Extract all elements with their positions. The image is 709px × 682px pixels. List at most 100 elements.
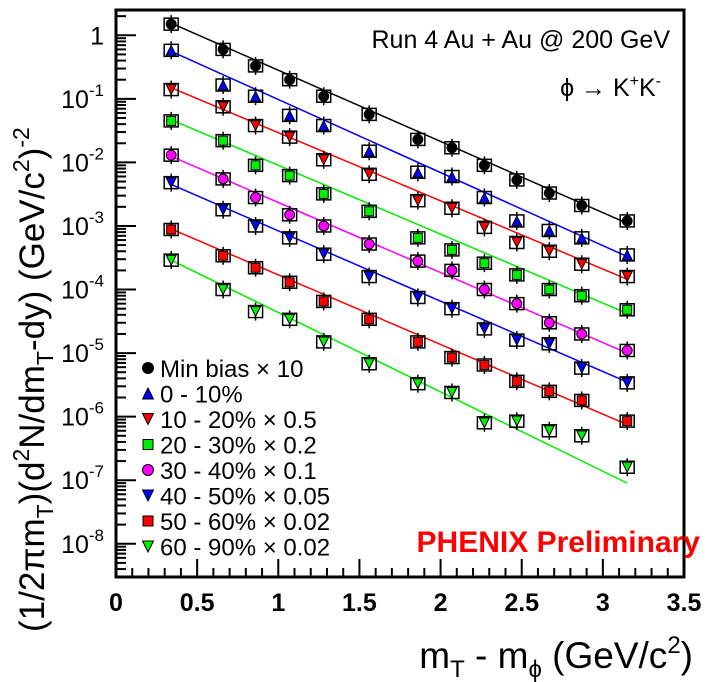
systematic-box	[410, 132, 426, 147]
data-point	[165, 44, 177, 56]
data-point	[511, 415, 523, 428]
data-point	[412, 336, 423, 347]
data-point	[412, 195, 424, 207]
systematic-box	[163, 148, 179, 162]
legend-label: 0 - 10%	[160, 382, 243, 409]
data-point	[621, 248, 633, 261]
systematic-box	[410, 335, 426, 349]
legend-label: 50 - 60% × 0.02	[160, 509, 330, 536]
legend-marker	[142, 515, 154, 527]
data-point	[364, 314, 375, 325]
data-point	[576, 430, 588, 442]
data-point	[249, 120, 262, 132]
x-tick-label: 0.5	[180, 589, 215, 617]
systematic-box	[444, 263, 460, 278]
data-point	[318, 220, 330, 232]
systematic-box	[215, 133, 231, 148]
data-point	[250, 192, 262, 203]
data-point	[412, 255, 424, 267]
data-point	[165, 84, 177, 96]
data-point	[364, 206, 375, 217]
systematic-box	[281, 275, 298, 290]
systematic-box	[215, 42, 231, 57]
systematic-box	[361, 107, 377, 122]
y-tick-label: 10-1	[61, 81, 104, 114]
legend-label: Min bias × 10	[160, 356, 303, 383]
y-tick-label: 10-7	[61, 462, 104, 495]
systematic-box	[574, 288, 590, 303]
data-point	[283, 232, 296, 244]
legend-marker	[141, 413, 155, 426]
x-tick-label: 3	[596, 589, 610, 617]
x-tick-label: 1	[271, 589, 285, 617]
data-point	[412, 133, 424, 145]
data-point	[317, 119, 330, 132]
data-point	[363, 238, 375, 250]
data-point	[544, 284, 555, 295]
legend-label: 10 - 20% × 0.5	[160, 407, 317, 434]
data-point	[446, 387, 458, 399]
data-point	[283, 109, 296, 121]
data-point	[446, 142, 458, 154]
data-point	[511, 269, 522, 280]
data-point	[478, 323, 491, 335]
systematic-box	[281, 168, 298, 183]
data-point	[250, 60, 262, 72]
data-point	[446, 202, 458, 215]
data-point	[217, 284, 229, 296]
legend-marker	[142, 362, 154, 374]
systematic-box	[315, 89, 332, 103]
systematic-box	[509, 374, 525, 389]
data-point	[165, 254, 177, 267]
systematic-box	[315, 294, 332, 309]
fit-line	[170, 50, 628, 258]
systematic-box	[163, 17, 179, 31]
data-point	[511, 334, 523, 347]
data-point	[478, 284, 490, 295]
data-point	[479, 258, 490, 269]
data-point	[318, 188, 329, 199]
data-point	[479, 359, 490, 370]
legend-marker	[141, 386, 155, 400]
data-point	[217, 173, 229, 185]
data-point	[621, 215, 633, 227]
data-point	[576, 328, 588, 340]
data-point	[283, 131, 296, 144]
y-tick-label: 10-8	[61, 526, 104, 559]
systematic-box	[410, 231, 426, 245]
data-point	[166, 115, 177, 126]
y-tick-label: 10-5	[61, 335, 104, 368]
data-point	[412, 232, 423, 243]
systematic-box	[476, 256, 493, 270]
data-point	[446, 170, 458, 182]
systematic-box	[509, 296, 525, 311]
data-point	[363, 358, 375, 370]
y-axis-ticks: 1 10-1 10-2 10-3 10-4 10-5 10-6 10-7 10-8	[61, 15, 136, 578]
data-point	[218, 135, 229, 146]
data-point	[412, 292, 424, 304]
data-point	[446, 303, 458, 315]
data-point	[284, 277, 295, 288]
systematic-box	[541, 186, 558, 200]
systematic-box	[509, 173, 525, 187]
data-point	[543, 338, 556, 350]
systematic-box	[574, 393, 590, 408]
systematic-box	[247, 190, 264, 205]
data-point	[284, 209, 296, 221]
systematic-box	[215, 248, 231, 263]
systematic-box	[476, 282, 493, 297]
data-point	[249, 220, 262, 233]
systematic-box	[215, 172, 231, 186]
x-tick-label: 0	[109, 589, 123, 617]
systematic-box	[315, 187, 332, 201]
data-point	[622, 416, 633, 427]
systematic-box	[541, 316, 558, 330]
chart-title: Run 4 Au + Au @ 200 GeV	[372, 26, 671, 54]
systematic-box	[444, 350, 460, 365]
systematic-box	[163, 114, 179, 128]
data-point	[544, 386, 555, 397]
systematic-box	[509, 268, 525, 282]
data-point	[217, 204, 229, 216]
data-point	[363, 168, 375, 181]
data-point	[284, 74, 296, 86]
